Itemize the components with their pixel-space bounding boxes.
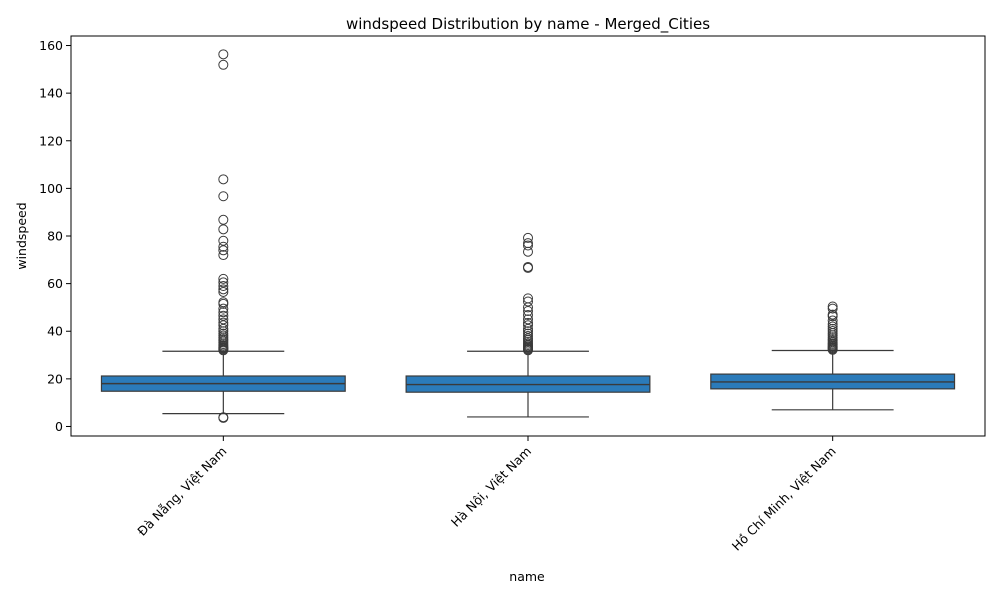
x-axis-label: name <box>509 569 545 584</box>
outlier-point <box>218 310 229 321</box>
outlier-point <box>218 307 229 318</box>
outlier-point <box>523 331 533 341</box>
outlier-point <box>218 214 229 225</box>
x-tick-label: Hồ Chí Minh, Việt Nam <box>729 444 839 554</box>
outlier-point <box>218 328 229 339</box>
y-axis: 0 20 40 60 80 100 120 140 160 <box>39 38 71 434</box>
y-tick-label: 20 <box>47 371 63 386</box>
outlier-point <box>523 323 533 334</box>
plot-area <box>100 49 956 423</box>
outlier-point <box>218 273 229 284</box>
y-axis-label: windspeed <box>14 202 29 269</box>
outlier-point <box>827 315 838 326</box>
outlier-point <box>827 319 838 330</box>
outlier-point <box>218 303 229 314</box>
outlier-point <box>218 224 229 235</box>
y-tick-label: 0 <box>55 419 63 434</box>
outlier-point <box>827 321 838 332</box>
outlier-point <box>523 296 533 307</box>
x-tick-label: Hà Nội, Việt Nam <box>448 444 534 530</box>
outlier-point <box>218 317 229 328</box>
outlier-point <box>523 314 533 325</box>
outlier-point <box>827 301 838 312</box>
box-group <box>405 232 651 418</box>
x-tick-label: Đà Nẵng, Việt Nam <box>134 444 229 539</box>
outlier-point <box>218 297 229 308</box>
outlier-point <box>218 241 229 252</box>
outlier-point <box>523 310 533 321</box>
y-tick-label: 80 <box>47 229 63 244</box>
x-axis: Đà Nẵng, Việt Nam Hà Nội, Việt Nam Hồ Chí … <box>134 436 839 554</box>
outlier-point <box>827 323 838 334</box>
outlier-point <box>218 277 229 288</box>
outlier-point <box>523 306 533 316</box>
y-tick-label: 60 <box>47 276 63 291</box>
y-tick-label: 120 <box>39 133 63 148</box>
chart-title: windspeed Distribution by name - Merged_… <box>346 15 710 34</box>
y-tick-label: 160 <box>39 38 63 53</box>
outlier-point <box>218 281 229 291</box>
outlier-point <box>218 59 229 70</box>
outlier-point <box>218 250 229 261</box>
outlier-point <box>827 309 838 320</box>
outlier-point <box>523 317 533 328</box>
outlier-point <box>218 320 229 331</box>
y-tick-label: 40 <box>47 324 63 339</box>
outlier-point <box>218 286 229 297</box>
outlier-point <box>218 245 229 256</box>
y-tick-label: 140 <box>39 86 63 101</box>
outlier-point <box>523 326 533 337</box>
outlier-point <box>218 235 229 246</box>
outlier-point <box>218 191 229 202</box>
outlier-point <box>218 314 229 325</box>
outlier-point <box>218 49 229 60</box>
outlier-point <box>523 293 533 304</box>
outlier-point <box>523 238 533 249</box>
outlier-point <box>523 328 533 339</box>
outlier-point <box>218 284 229 295</box>
outlier-point <box>218 412 229 423</box>
outlier-point <box>523 320 533 331</box>
outlier-point <box>523 232 533 243</box>
outlier-point <box>218 323 229 334</box>
outlier-point <box>218 174 229 185</box>
outlier-point <box>523 333 533 344</box>
box-group <box>710 301 956 411</box>
y-tick-label: 100 <box>39 181 63 196</box>
box-group <box>100 49 346 423</box>
outlier-point <box>523 261 533 272</box>
outlier-point <box>523 240 533 251</box>
